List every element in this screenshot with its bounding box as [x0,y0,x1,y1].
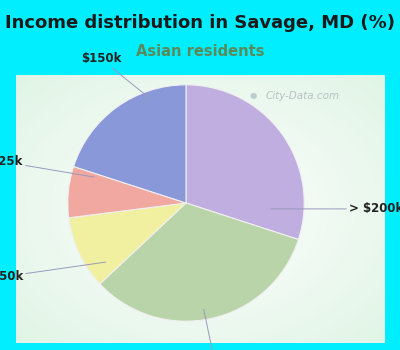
Text: $50k: $50k [0,262,106,283]
Text: Income distribution in Savage, MD (%): Income distribution in Savage, MD (%) [5,14,395,32]
Wedge shape [186,85,304,239]
Wedge shape [68,167,186,218]
Text: $150k: $150k [81,52,150,99]
Wedge shape [74,85,186,203]
Wedge shape [69,203,186,284]
Text: $125k: $125k [0,155,94,177]
Wedge shape [100,203,298,321]
Text: > $200k: > $200k [271,202,400,215]
Text: Asian residents: Asian residents [136,44,264,59]
Text: City-Data.com: City-Data.com [266,91,340,101]
Text: $100k: $100k [196,309,236,350]
Text: ●: ● [250,91,257,100]
